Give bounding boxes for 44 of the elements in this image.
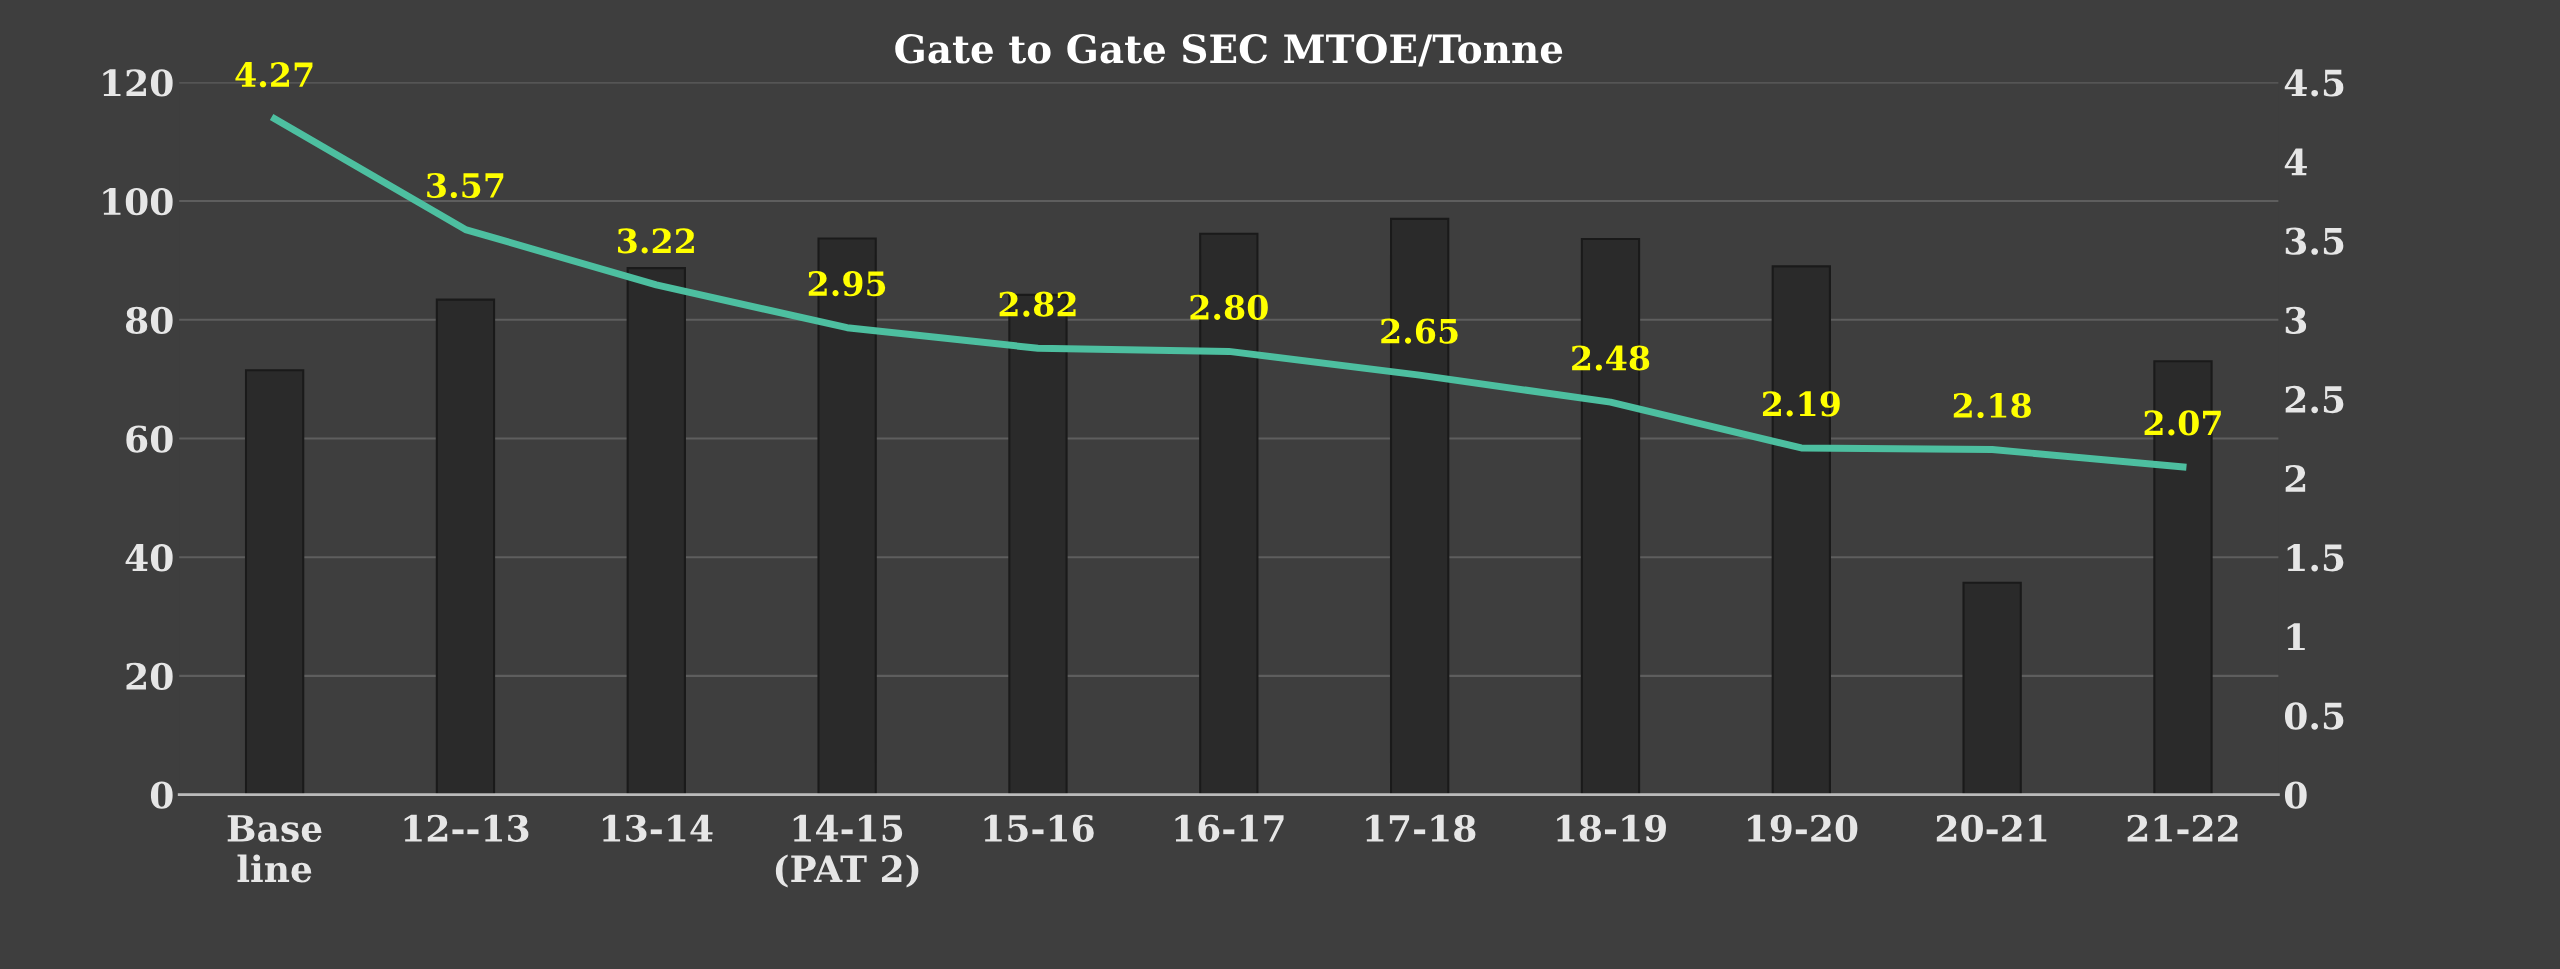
data-label: 2.65 <box>1381 318 1458 344</box>
chart-title: Gate to Gate SEC MTOE/Tonne <box>895 34 1563 67</box>
y2-tick-label: 0.5 <box>2284 702 2344 730</box>
data-label: 2.82 <box>999 291 1076 317</box>
x-tick-label: 20-21 <box>1936 814 2047 842</box>
y2-tick-label: 3 <box>2285 306 2307 334</box>
x-tick-label: 15-16 <box>984 814 1094 842</box>
data-label: 2.48 <box>1572 345 1650 371</box>
data-label: 3.22 <box>618 228 694 254</box>
y-tick-label: 60 <box>126 425 173 453</box>
y2-tick-label: 0 <box>2284 781 2307 809</box>
data-label: 2.07 <box>2144 410 2221 436</box>
x-tick-label: 21-22 <box>2127 814 2238 842</box>
bar <box>626 267 686 795</box>
y2-tick-label: 3.5 <box>2285 227 2344 255</box>
x-tick-label: 17-18 <box>1366 814 1476 842</box>
data-label: 2.18 <box>1953 392 2031 419</box>
bar <box>435 298 496 795</box>
x-tick-label: 14-15 (PAT 2) <box>775 814 919 888</box>
y-tick-label: 20 <box>126 662 173 691</box>
x-tick-label: 19-20 <box>1747 814 1858 842</box>
data-label: 4.27 <box>235 62 313 88</box>
bar <box>1962 581 2022 795</box>
data-label: 2.80 <box>1190 294 1268 320</box>
x-tick-label: 16-17 <box>1175 814 1284 842</box>
y2-tick-label: 2 <box>2285 464 2306 492</box>
data-label: 2.19 <box>1762 391 1840 417</box>
y-tick-label: 0 <box>150 781 173 809</box>
x-tick-label: Base line <box>227 815 322 883</box>
y-tick-label: 40 <box>125 544 173 572</box>
x-tick-label: 13-14 <box>602 814 713 842</box>
y-tick-label: 120 <box>103 69 173 97</box>
bar <box>244 369 305 795</box>
y2-tick-label: 1 <box>2287 623 2305 651</box>
data-label: 2.95 <box>808 271 886 297</box>
y-tick-label: 80 <box>125 306 173 334</box>
x-tick-label: 18-19 <box>1557 814 1666 842</box>
y2-tick-label: 1.5 <box>2287 544 2344 572</box>
y2-tick-label: 2.5 <box>2285 385 2344 414</box>
y-tick-label: 100 <box>103 187 173 216</box>
y2-tick-label: 4.5 <box>2284 69 2344 97</box>
x-tick-label: 12--13 <box>404 814 529 842</box>
y2-tick-label: 4 <box>2284 148 2307 176</box>
data-label: 3.57 <box>427 172 504 199</box>
